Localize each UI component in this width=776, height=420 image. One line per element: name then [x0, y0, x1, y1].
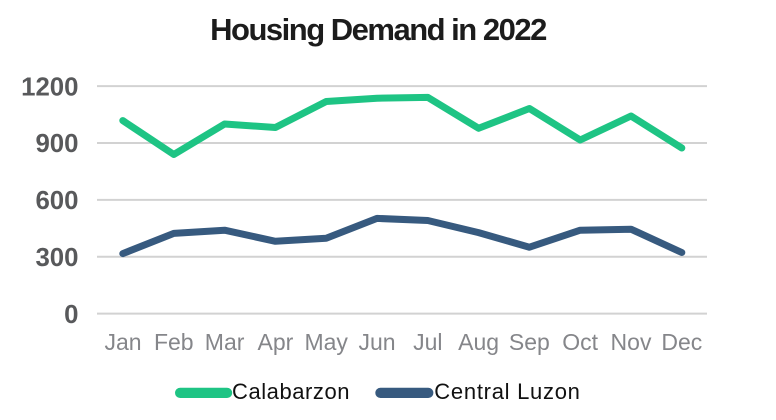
svg-text:Aug: Aug: [458, 329, 499, 355]
svg-text:Oct: Oct: [562, 329, 598, 355]
svg-text:0: 0: [64, 301, 78, 329]
svg-text:Central Luzon: Central Luzon: [434, 379, 580, 404]
svg-text:Sep: Sep: [509, 329, 550, 355]
svg-text:Apr: Apr: [258, 329, 294, 355]
svg-text:Calabarzon: Calabarzon: [232, 379, 350, 404]
svg-text:May: May: [304, 329, 348, 355]
svg-text:Jul: Jul: [413, 329, 442, 355]
svg-text:Feb: Feb: [154, 329, 194, 355]
svg-text:Housing Demand in 2022: Housing Demand in 2022: [210, 12, 546, 47]
svg-text:Nov: Nov: [611, 329, 652, 355]
svg-text:300: 300: [35, 244, 78, 272]
svg-text:Jan: Jan: [104, 329, 141, 355]
svg-text:900: 900: [35, 130, 78, 158]
svg-text:Mar: Mar: [205, 329, 245, 355]
svg-text:1200: 1200: [21, 73, 78, 101]
svg-text:Dec: Dec: [661, 329, 702, 355]
svg-text:Jun: Jun: [358, 329, 395, 355]
svg-text:600: 600: [35, 187, 78, 215]
